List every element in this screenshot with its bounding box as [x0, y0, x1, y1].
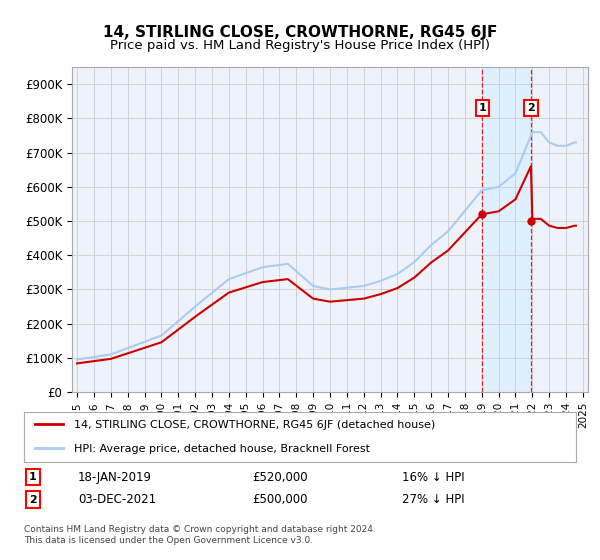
Text: £520,000: £520,000	[252, 470, 308, 484]
Text: 18-JAN-2019: 18-JAN-2019	[78, 470, 152, 484]
Text: 1: 1	[479, 103, 487, 113]
Text: Price paid vs. HM Land Registry's House Price Index (HPI): Price paid vs. HM Land Registry's House …	[110, 39, 490, 52]
Text: £500,000: £500,000	[252, 493, 308, 506]
Text: 27% ↓ HPI: 27% ↓ HPI	[402, 493, 464, 506]
Text: 16% ↓ HPI: 16% ↓ HPI	[402, 470, 464, 484]
Text: HPI: Average price, detached house, Bracknell Forest: HPI: Average price, detached house, Brac…	[74, 444, 370, 454]
Text: 1: 1	[29, 472, 37, 482]
Text: 2: 2	[527, 103, 535, 113]
Bar	[482, 67, 531, 392]
Text: 14, STIRLING CLOSE, CROWTHORNE, RG45 6JF (detached house): 14, STIRLING CLOSE, CROWTHORNE, RG45 6JF…	[74, 420, 435, 430]
Text: Contains HM Land Registry data © Crown copyright and database right 2024.
This d: Contains HM Land Registry data © Crown c…	[24, 525, 376, 545]
Text: 2: 2	[29, 494, 37, 505]
Text: 14, STIRLING CLOSE, CROWTHORNE, RG45 6JF: 14, STIRLING CLOSE, CROWTHORNE, RG45 6JF	[103, 25, 497, 40]
Text: 03-DEC-2021: 03-DEC-2021	[78, 493, 156, 506]
